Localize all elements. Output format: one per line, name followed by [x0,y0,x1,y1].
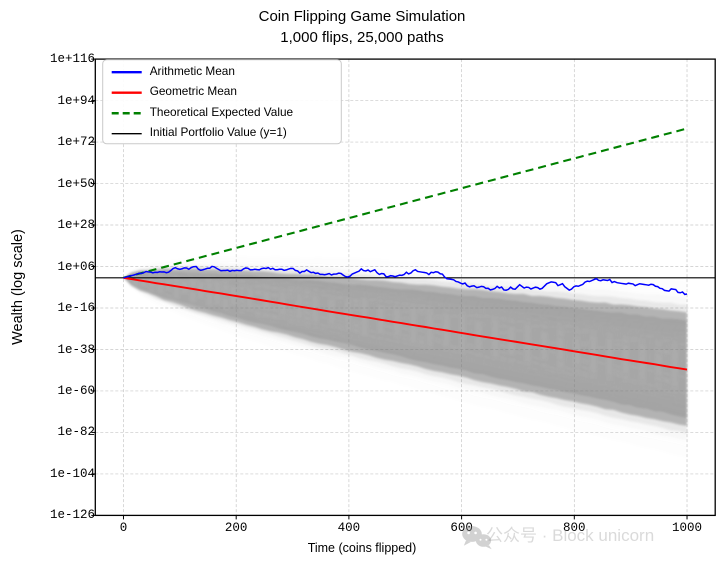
svg-text:公众号 · Block unicorn: 公众号 · Block unicorn [486,526,654,545]
